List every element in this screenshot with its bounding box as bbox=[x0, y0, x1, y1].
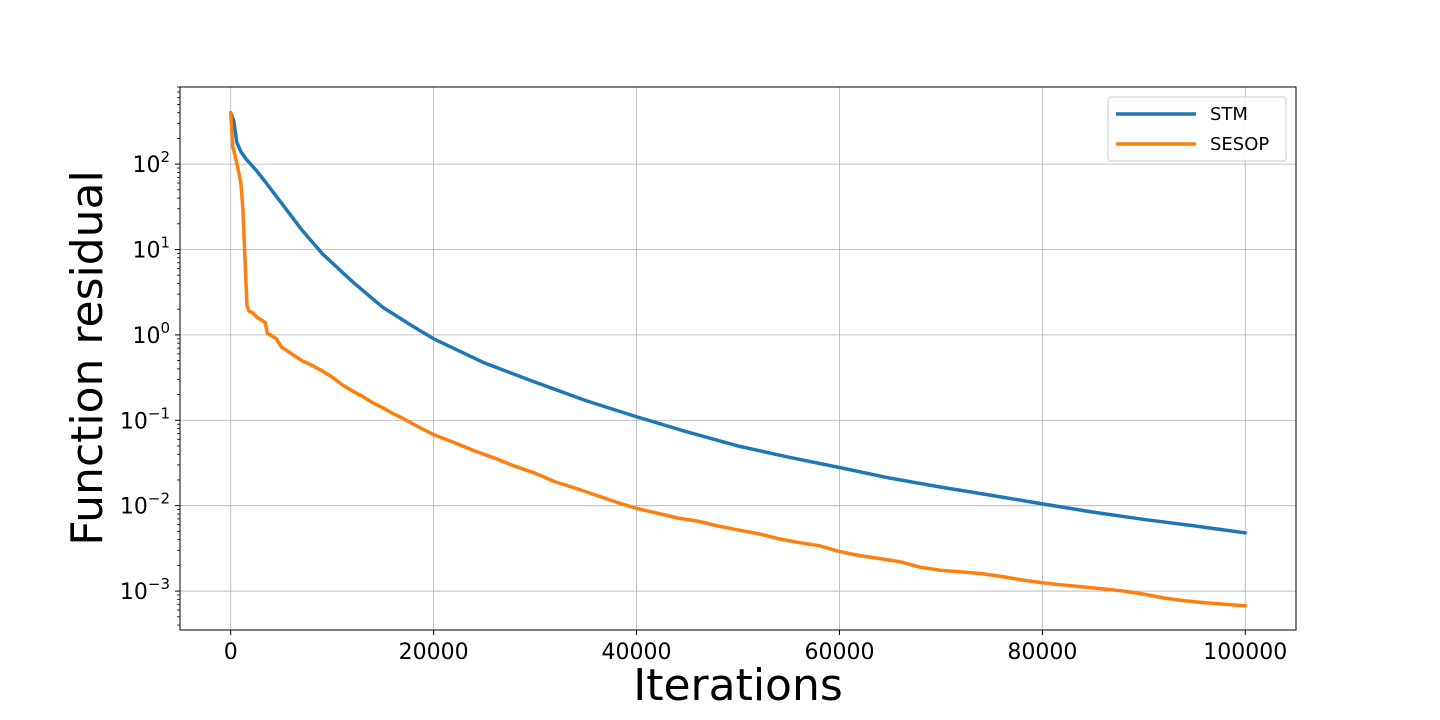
x-tick-label: 40000 bbox=[602, 640, 672, 665]
x-tick-label: 60000 bbox=[804, 640, 874, 665]
plot-frame bbox=[179, 86, 1297, 631]
plot-lines bbox=[228, 110, 1248, 608]
series-line-sesop bbox=[228, 110, 1248, 608]
y-axis-label: Function residual bbox=[62, 170, 113, 545]
x-tick-label: 80000 bbox=[1007, 640, 1077, 665]
legend: STM SESOP bbox=[1107, 96, 1287, 162]
x-tick-label: 100000 bbox=[1203, 640, 1287, 665]
x-tick-label: 0 bbox=[224, 640, 238, 665]
x-axis-label: Iterations bbox=[633, 660, 843, 711]
series-line-stm bbox=[228, 110, 1248, 535]
legend-label: STM bbox=[1210, 104, 1248, 125]
x-axis: 0 20000 40000 60000 80000 100000 bbox=[224, 630, 1287, 665]
legend-label: SESOP bbox=[1210, 134, 1269, 155]
grid bbox=[180, 87, 1296, 630]
y-tick-label: 10−1 bbox=[120, 404, 170, 434]
x-tick-label: 20000 bbox=[399, 640, 469, 665]
